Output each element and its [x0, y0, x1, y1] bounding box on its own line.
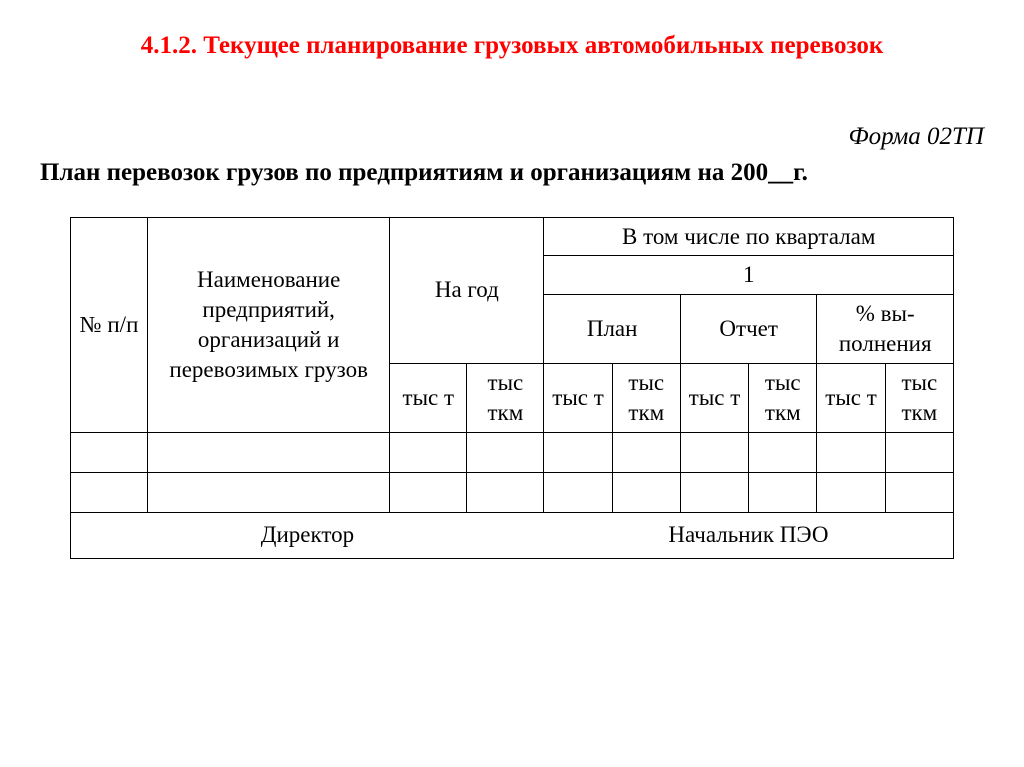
table-cell: [71, 472, 148, 512]
sign-director: Директор: [71, 512, 544, 558]
plan-table: № п/п Наименование предприятий, организа…: [70, 217, 954, 559]
col-pct-header: % вы-полнения: [817, 295, 954, 364]
table-cell: [749, 432, 817, 472]
col-report-header: Отчет: [680, 295, 817, 364]
table-cell: [467, 472, 544, 512]
col-num-header: № п/п: [71, 217, 148, 432]
subtitle: План перевозок грузов по предприятиям и …: [40, 159, 984, 187]
table-cell: [612, 472, 680, 512]
table-cell: [885, 432, 953, 472]
unit-header: тыс ткм: [612, 364, 680, 433]
table-cell: [71, 432, 148, 472]
col-year-header: На год: [390, 217, 544, 364]
unit-header: тыс ткм: [467, 364, 544, 433]
col-quarters-header: В том числе по кварталам: [544, 217, 954, 256]
sign-head: Начальник ПЭО: [544, 512, 954, 558]
col-name-header: Наименование предприятий, организаций и …: [148, 217, 390, 432]
table-cell: [817, 432, 885, 472]
table-cell: [390, 432, 467, 472]
table-cell: [544, 472, 612, 512]
table-cell: [817, 472, 885, 512]
table-cell: [390, 472, 467, 512]
unit-header: тыс т: [680, 364, 748, 433]
table-cell: [148, 432, 390, 472]
table-cell: [467, 432, 544, 472]
main-title: 4.1.2. Текущее планирование грузовых авт…: [40, 30, 984, 63]
form-label: Форма 02ТП: [40, 123, 984, 151]
col-plan-header: План: [544, 295, 681, 364]
unit-header: тыс ткм: [749, 364, 817, 433]
unit-header: тыс т: [390, 364, 467, 433]
table-cell: [680, 432, 748, 472]
unit-header: тыс т: [544, 364, 612, 433]
table-cell: [148, 472, 390, 512]
unit-header: тыс ткм: [885, 364, 953, 433]
quarter-num: 1: [544, 256, 954, 295]
table-cell: [544, 432, 612, 472]
table-cell: [749, 472, 817, 512]
table-cell: [885, 472, 953, 512]
table-cell: [680, 472, 748, 512]
unit-header: тыс т: [817, 364, 885, 433]
table-cell: [612, 432, 680, 472]
